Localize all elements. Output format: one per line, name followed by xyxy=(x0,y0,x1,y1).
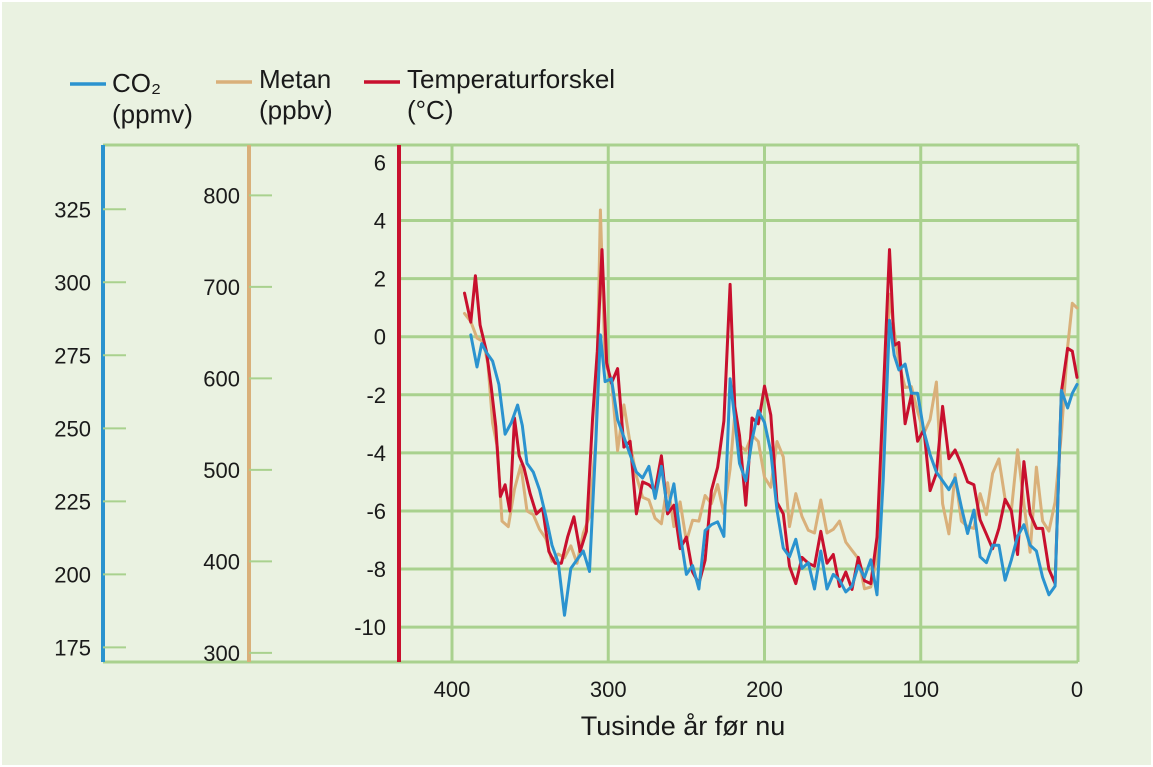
co2-tick-label-325: 325 xyxy=(54,197,91,222)
methane-tick-label-700: 700 xyxy=(203,275,240,300)
co2-tick-label-300: 300 xyxy=(54,270,91,295)
temperature-tick-label--8: -8 xyxy=(366,557,386,582)
temperature-tick-label--4: -4 xyxy=(366,441,386,466)
x-tick-label-0: 0 xyxy=(1071,677,1083,702)
legend-methane-label: Metan xyxy=(259,64,331,94)
x-axis-title: Tusinde år før nu xyxy=(581,711,786,741)
temperature-tick-label--2: -2 xyxy=(366,383,386,408)
x-tick-label-200: 200 xyxy=(746,677,783,702)
x-tick-label-400: 400 xyxy=(434,677,471,702)
series-layer xyxy=(463,208,1079,617)
methane-tick-label-400: 400 xyxy=(203,549,240,574)
legend-co2-unit: (ppmv) xyxy=(112,99,193,129)
methane-tick-label-600: 600 xyxy=(203,366,240,391)
legend-co2-label: CO₂ xyxy=(112,68,161,98)
co2-tick-label-275: 275 xyxy=(54,343,91,368)
temperature-tick-label--10: -10 xyxy=(354,615,386,640)
co2-tick-label-225: 225 xyxy=(54,489,91,514)
methane-tick-label-300: 300 xyxy=(203,641,240,666)
temperature-tick-label-2: 2 xyxy=(374,267,386,292)
x-tick-label-300: 300 xyxy=(590,677,627,702)
methane-tick-label-500: 500 xyxy=(203,458,240,483)
legend-temperature-unit: (°C) xyxy=(407,95,454,125)
x-tick-label-100: 100 xyxy=(902,677,939,702)
co2-line xyxy=(469,318,1079,617)
co2-tick-label-250: 250 xyxy=(54,416,91,441)
temperature-tick-label-0: 0 xyxy=(374,325,386,350)
methane-tick-label-800: 800 xyxy=(203,183,240,208)
co2-tick-label-175: 175 xyxy=(54,635,91,660)
temperature-line xyxy=(463,248,1079,591)
axes: 1752002252502753003253004005006007008006… xyxy=(54,145,1083,702)
temperature-tick-label-4: 4 xyxy=(374,209,386,234)
temperature-tick-label--6: -6 xyxy=(366,499,386,524)
temperature-tick-label-6: 6 xyxy=(374,150,386,175)
legend-methane-unit: (ppbv) xyxy=(259,95,333,125)
co2-tick-label-200: 200 xyxy=(54,562,91,587)
legend: CO₂ (ppmv) Metan (ppbv) Temperaturforske… xyxy=(70,64,615,129)
legend-temperature-label: Temperaturforskel xyxy=(407,64,615,94)
